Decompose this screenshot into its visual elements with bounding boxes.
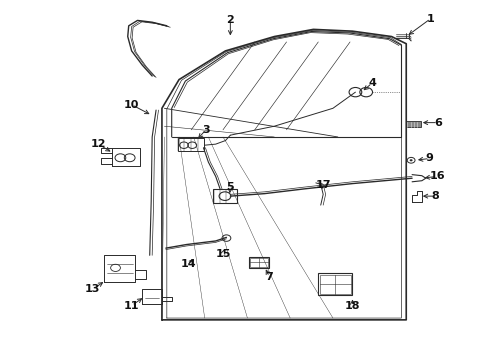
Text: 4: 4	[368, 78, 376, 88]
Bar	[250, 258, 268, 267]
Text: 8: 8	[432, 191, 440, 201]
Bar	[213, 189, 237, 203]
Bar	[318, 273, 352, 296]
Bar	[320, 275, 350, 294]
Text: 11: 11	[124, 301, 139, 311]
Bar	[177, 138, 204, 151]
Text: 7: 7	[266, 272, 273, 282]
Text: 12: 12	[91, 139, 106, 149]
Text: 1: 1	[427, 14, 435, 24]
Text: 14: 14	[181, 259, 196, 269]
Text: 9: 9	[426, 153, 434, 163]
Text: 5: 5	[226, 182, 234, 192]
Text: 16: 16	[429, 171, 445, 181]
Text: 18: 18	[345, 301, 360, 311]
Text: 17: 17	[316, 180, 331, 190]
Text: 10: 10	[124, 100, 139, 110]
Bar	[406, 121, 421, 127]
Text: 2: 2	[226, 15, 234, 26]
Text: 3: 3	[202, 125, 210, 135]
Circle shape	[410, 159, 413, 161]
Text: 6: 6	[434, 118, 442, 128]
Text: 13: 13	[85, 284, 100, 294]
Bar	[249, 257, 270, 268]
Text: 15: 15	[215, 248, 231, 258]
